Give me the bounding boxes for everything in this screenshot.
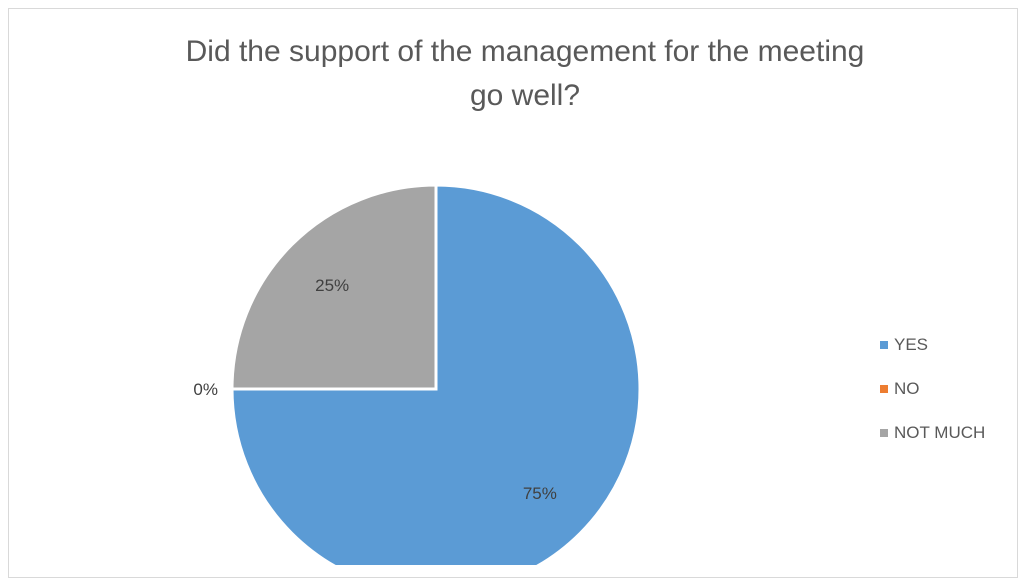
data-label-no: 0% — [193, 380, 218, 399]
data-label-not-much: 25% — [315, 276, 349, 295]
legend-item-no: NO — [880, 377, 985, 400]
legend-label-not-much: NOT MUCH — [894, 422, 986, 442]
data-label-yes: 75% — [523, 484, 557, 503]
legend-swatch-yes — [880, 340, 888, 349]
legend-label-no: NO — [894, 378, 920, 398]
legend-item-yes: YES — [880, 333, 985, 356]
pie-slices — [230, 183, 642, 565]
legend: YES NO NOT MUCH — [880, 333, 985, 465]
chart-title-line-1: Did the support of the management for th… — [185, 35, 865, 68]
legend-label-yes: YES — [894, 334, 929, 354]
legend-item-not-much: NOT MUCH — [880, 421, 985, 444]
chart-title-line-2: go well? — [469, 79, 581, 112]
pie-chart: 75% 0% 25% — [193, 183, 642, 565]
pie-slice-not-much — [230, 183, 438, 391]
legend-swatch-not-much — [880, 428, 888, 437]
chart-title: Did the support of the management for th… — [0, 30, 1019, 118]
legend-swatch-no — [880, 384, 888, 393]
pie-data-labels: 75% 0% 25% — [193, 276, 556, 503]
